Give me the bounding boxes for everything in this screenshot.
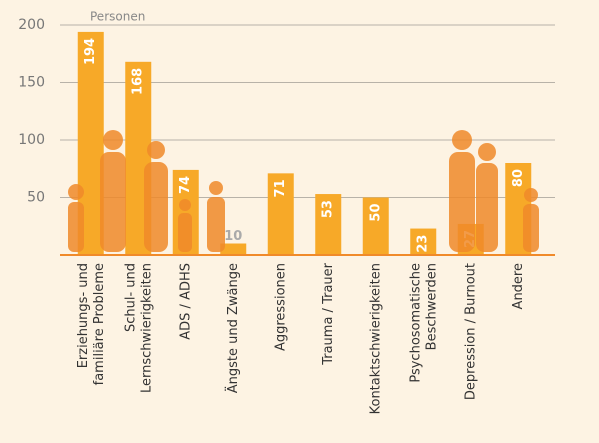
value-label: 10 <box>224 229 242 244</box>
x-tick-label: Trauma / Trauer <box>321 262 336 365</box>
x-tick-label: Depression / Burnout <box>463 263 478 400</box>
x-tick-label: Erziehungs- undfamiliäre Probleme <box>75 263 106 385</box>
y-tick-label: 100 <box>18 132 45 148</box>
value-label: 71 <box>273 179 288 197</box>
value-label: 80 <box>511 169 526 187</box>
x-tick-label: ADS / ADHS <box>178 263 193 340</box>
x-tick-label: Ängste und Zwänge <box>225 263 241 393</box>
y-tick-label: 50 <box>27 190 45 206</box>
value-label: 194 <box>83 38 98 65</box>
value-label: 53 <box>321 200 336 218</box>
y-tick-label: 200 <box>18 17 45 33</box>
value-label: 168 <box>131 68 146 95</box>
y-tick-label: 150 <box>18 75 45 91</box>
chart: Personen 50 100 150 200 194 Erziehungs- undfa… <box>0 0 599 443</box>
x-tick-label: Kontaktschwierigkeiten <box>368 263 383 414</box>
x-tick-label: Andere <box>511 263 526 309</box>
y-axis-label: Personen <box>90 10 145 24</box>
x-tick-label: Aggressionen <box>273 263 288 351</box>
value-label: 74 <box>178 176 193 194</box>
value-label: 50 <box>368 204 383 222</box>
value-label: 23 <box>416 235 431 253</box>
